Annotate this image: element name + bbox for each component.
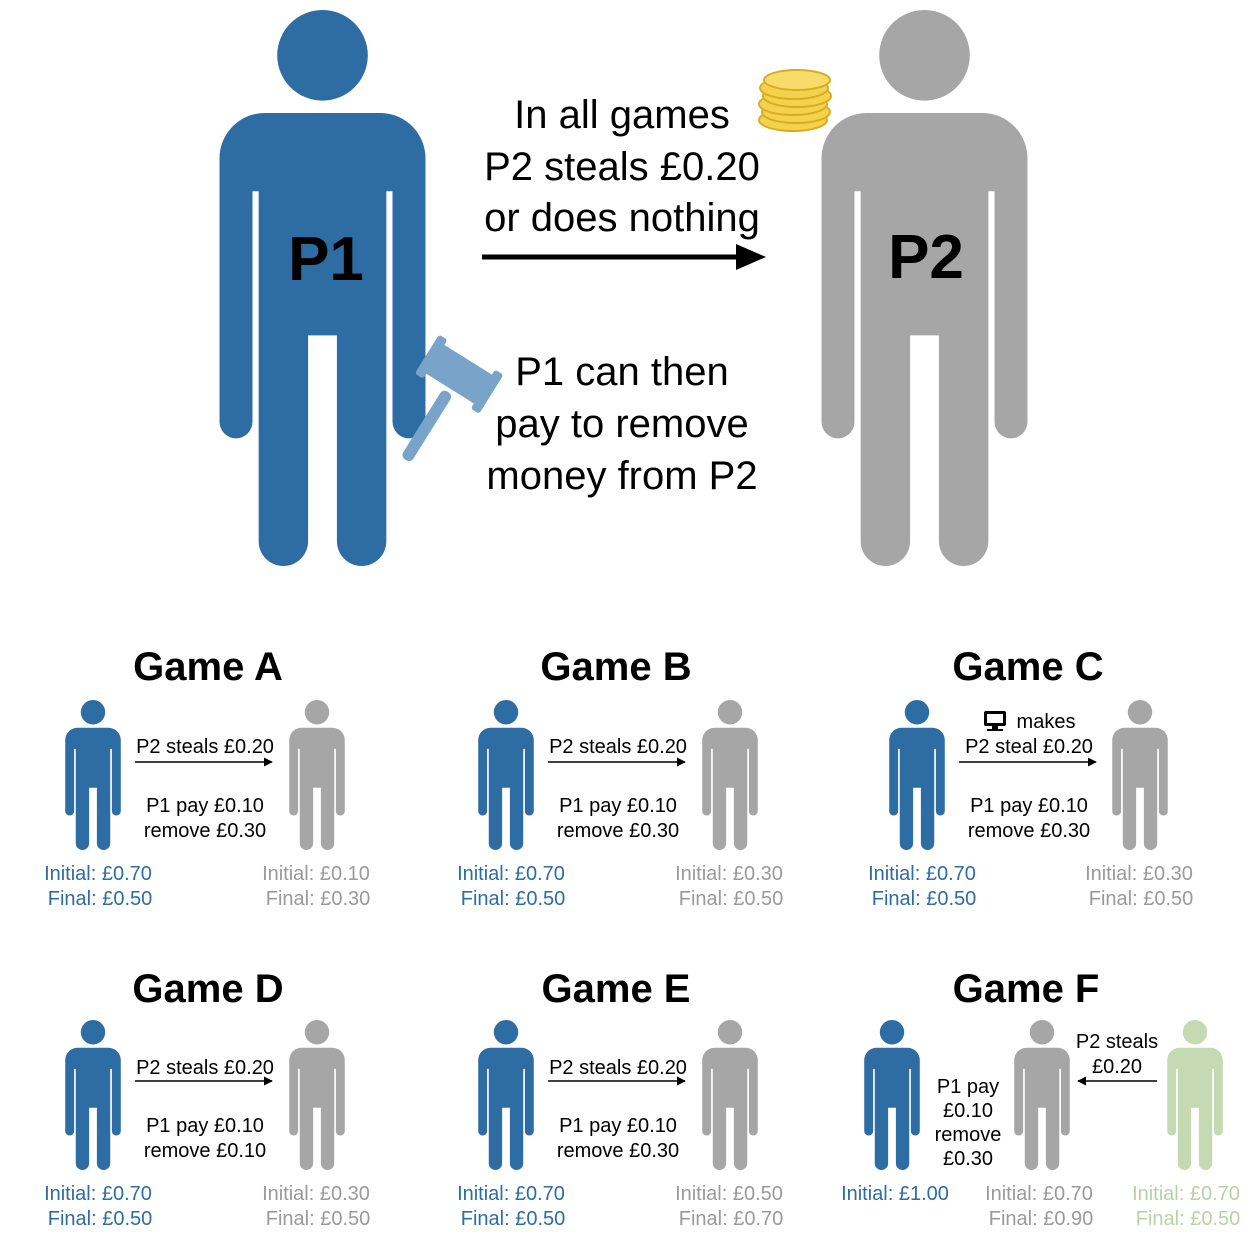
punish-label-line-2: remove £0.30 (144, 820, 266, 842)
p1-final: Final: £0.50 (48, 888, 153, 910)
p3-figure (1167, 1020, 1223, 1170)
steal-arrow (482, 244, 766, 270)
p1-initial: Initial: £0.70 (868, 863, 976, 885)
p1-label: P1 (288, 225, 364, 294)
p1-initial: Initial: £0.70 (457, 863, 565, 885)
punish-label-line-1: P1 pay £0.10 (146, 795, 264, 817)
p2-figure (702, 1020, 758, 1170)
p1-figure (864, 1020, 920, 1170)
game-c-panel: Game C makes P2 steal £0.20 P1 pay £0.10… (868, 645, 1193, 910)
p2-initial: Initial: £0.30 (675, 863, 783, 885)
p2-final: Final: £0.70 (679, 1208, 784, 1230)
p2-final: Final: £0.90 (989, 1208, 1094, 1230)
p3-initial: Initial: £0.70 (1132, 1183, 1240, 1205)
p2-final: Final: £0.30 (266, 888, 371, 910)
punish-label-line-1: P1 pay £0.10 (146, 1115, 264, 1137)
steal-label: P2 steals £0.20 (549, 736, 687, 758)
game-d-panel: Game D P2 steals £0.20 P1 pay £0.10 remo… (44, 967, 370, 1230)
p2-initial: Initial: £0.70 (985, 1183, 1093, 1205)
steal-label: P2 steals £0.20 (136, 736, 274, 758)
p3-final: Final: £0.50 (1136, 1208, 1241, 1230)
punish-label-line-3: remove (935, 1124, 1002, 1146)
coin-stack-icon (758, 69, 832, 132)
punish-label-line-4: £0.30 (943, 1148, 993, 1170)
p2-initial: Initial: £0.50 (675, 1183, 783, 1205)
game-a-panel: Game A P2 steals £0.20 P1 pay £0.10 remo… (44, 645, 370, 910)
punish-label-line-2: remove £0.30 (557, 820, 679, 842)
p1-figure (478, 1020, 534, 1170)
p2-label: P2 (888, 223, 964, 292)
punish-text-line-2: pay to remove (495, 402, 748, 446)
game-e-panel: Game E P2 steals £0.20 P1 pay £0.10 remo… (457, 967, 783, 1230)
game-title: Game F (953, 967, 1100, 1011)
punish-label-line-1: P1 pay £0.10 (559, 795, 677, 817)
game-title: Game E (542, 967, 691, 1011)
steal-label-line-2: £0.20 (1092, 1056, 1142, 1078)
steal-label-line-1: makes (1017, 711, 1076, 733)
game-b-panel: Game B P2 steals £0.20 P1 pay £0.10 remo… (457, 645, 783, 910)
game-title: Game C (952, 645, 1103, 689)
steal-text-line-3: or does nothing (484, 196, 760, 240)
p1-figure (478, 700, 534, 850)
hero-section: P1 P2 In all games P2 steals £0.20 or do… (219, 10, 1028, 566)
punish-label-line-2: remove £0.30 (968, 820, 1090, 842)
p2-figure (289, 1020, 345, 1170)
p1-final: Final: £0.50 (48, 1208, 153, 1230)
punish-text-line-3: money from P2 (486, 454, 757, 498)
punish-text-line-1: P1 can then (515, 350, 729, 394)
steal-label: P2 steals £0.20 (549, 1057, 687, 1079)
p1-initial: Initial: £0.70 (457, 1183, 565, 1205)
computer-icon (984, 711, 1006, 731)
steal-label-line-2: P2 steal £0.20 (965, 736, 1093, 758)
p2-initial: Initial: £0.30 (262, 1183, 370, 1205)
p1-final: Final: £0.50 (461, 1208, 566, 1230)
steal-text-line-2: P2 steals £0.20 (484, 145, 760, 189)
game-title: Game B (540, 645, 691, 689)
p1-figure (65, 700, 121, 850)
game-f-panel: Game F P2 steals £0.20 P1 pay £0.10 remo… (841, 967, 1240, 1230)
punish-label-line-1: P1 pay £0.10 (970, 795, 1088, 817)
p1-initial: Initial: £1.00 (841, 1183, 949, 1205)
p1-initial: Initial: £0.70 (44, 863, 152, 885)
p1-figure (889, 700, 945, 850)
p2-initial: Initial: £0.30 (1085, 863, 1193, 885)
p1-final: Final: £0.50 (872, 888, 977, 910)
p2-final: Final: £0.50 (266, 1208, 371, 1230)
p2-figure (1014, 1020, 1070, 1170)
steal-label-line-1: P2 steals (1076, 1031, 1158, 1053)
p1-initial: Initial: £0.70 (44, 1183, 152, 1205)
p2-final: Final: £0.50 (679, 888, 784, 910)
p2-figure (702, 700, 758, 850)
p2-final: Final: £0.50 (1089, 888, 1194, 910)
p2-figure (289, 700, 345, 850)
punish-label-line-2: remove £0.10 (144, 1140, 266, 1162)
punish-label-line-1: P1 pay £0.10 (559, 1115, 677, 1137)
p1-figure (65, 1020, 121, 1170)
punish-label-line-1: P1 pay (937, 1076, 999, 1098)
p2-initial: Initial: £0.10 (262, 863, 370, 885)
game-title: Game D (132, 967, 283, 1011)
punish-label-line-2: £0.10 (943, 1100, 993, 1122)
p1-final: Final: £0.50 (461, 888, 566, 910)
p2-figure (1112, 700, 1168, 850)
steal-label: P2 steals £0.20 (136, 1057, 274, 1079)
game-title: Game A (133, 645, 283, 689)
gavel-icon (402, 335, 503, 462)
steal-text-line-1: In all games (514, 93, 730, 137)
punish-label-line-2: remove £0.30 (557, 1140, 679, 1162)
